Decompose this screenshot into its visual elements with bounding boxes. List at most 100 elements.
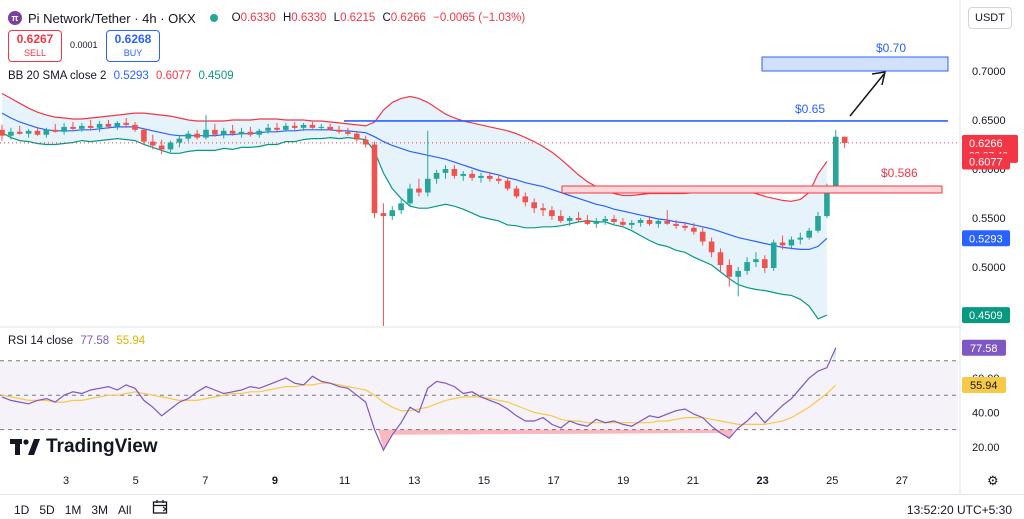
period-3m[interactable]: 3M xyxy=(91,503,109,517)
tradingview-logo: TradingView xyxy=(10,436,158,458)
candle-body xyxy=(247,131,254,135)
gear-icon[interactable]: ⚙ xyxy=(987,473,999,488)
pi-logo-icon: π xyxy=(8,11,22,25)
candle-body xyxy=(762,259,768,268)
bb-lower-value: 0.4509 xyxy=(198,70,234,82)
candle-body xyxy=(833,136,839,189)
price-tick-label: 0.5000 xyxy=(972,262,1006,274)
bb-legend-label: BB 20 SMA close 2 xyxy=(8,70,107,82)
candle-body xyxy=(637,220,644,223)
bb-tag-value: 0.6077 xyxy=(969,156,1003,168)
bb-tag-value: 0.4509 xyxy=(969,310,1003,322)
rsi-tag-box xyxy=(962,339,1006,356)
candle-body xyxy=(371,144,378,214)
period-all[interactable]: All xyxy=(118,503,132,517)
target-zone xyxy=(761,56,949,72)
candle-body xyxy=(220,130,227,135)
candle-body xyxy=(425,178,431,193)
symbol-header: π Pi Network/Tether · 4h · OKX O0.6330 H… xyxy=(8,8,525,28)
candle-body xyxy=(34,130,41,135)
candle-body xyxy=(16,131,23,134)
clock-readout: 13:52:20 UTC+5:30 xyxy=(906,503,1012,517)
target-arrow-head xyxy=(871,71,886,86)
time-tick-label: 15 xyxy=(478,475,490,487)
price-tick-label: 0.6500 xyxy=(972,115,1006,127)
candle-body xyxy=(283,125,289,130)
candle-body xyxy=(123,122,129,125)
candle-body xyxy=(87,125,94,128)
rsi-legend[interactable]: RSI 14 close 77.58 55.94 xyxy=(8,335,145,347)
candle-body xyxy=(779,242,786,246)
candle-body xyxy=(327,126,333,130)
sell-button[interactable]: 0.6267 SELL xyxy=(8,30,62,62)
candle-body xyxy=(274,127,280,130)
candle-body xyxy=(150,141,156,146)
buy-label: BUY xyxy=(123,48,143,58)
candle-body xyxy=(673,223,679,226)
ohlc-close: 0.6266 xyxy=(390,12,426,24)
candle-body xyxy=(300,124,307,128)
candle-body xyxy=(256,130,262,135)
candle-body xyxy=(141,129,147,142)
time-tick-label: 13 xyxy=(408,475,420,487)
rsi-line xyxy=(1,347,837,452)
period-1m[interactable]: 1M xyxy=(64,503,82,517)
time-tick-label: 9 xyxy=(272,475,278,487)
rsi-tick-label: 40.00 xyxy=(972,407,1000,419)
bb-tag-box xyxy=(962,153,1010,170)
buy-button[interactable]: 0.6268 BUY xyxy=(106,30,160,62)
candle-body xyxy=(841,136,848,143)
candle-body xyxy=(194,133,200,138)
candle-body xyxy=(158,145,165,150)
period-5d[interactable]: 5D xyxy=(39,503,55,517)
calendar-icon[interactable] xyxy=(152,499,170,518)
candle-body xyxy=(238,131,245,134)
symbol-title[interactable]: Pi Network/Tether · 4h · OKX xyxy=(28,10,196,26)
candle-body xyxy=(336,129,342,132)
period-1d[interactable]: 1D xyxy=(14,503,30,517)
candle-body xyxy=(407,188,413,204)
candle-body xyxy=(203,129,209,138)
candle-body xyxy=(549,210,555,217)
bb-basis-value: 0.5293 xyxy=(113,70,149,82)
candle-body xyxy=(0,129,5,136)
candle-body xyxy=(309,124,316,128)
candle-body xyxy=(620,221,626,225)
candle-body xyxy=(469,173,475,178)
bb-basis-line xyxy=(1,112,828,250)
candle-body xyxy=(52,129,58,132)
candle-body xyxy=(513,188,520,197)
time-tick-label: 19 xyxy=(617,475,629,487)
resistance-label: $0.65 xyxy=(795,102,825,116)
candle-body xyxy=(229,130,236,134)
candle-body xyxy=(744,262,750,271)
candle-body xyxy=(114,122,121,127)
candle-body xyxy=(354,133,360,140)
candle-body xyxy=(717,252,724,265)
candle-body xyxy=(566,218,573,221)
time-tick-label: 11 xyxy=(339,475,350,487)
candle-body xyxy=(176,138,183,143)
rsi-tag-box xyxy=(962,376,1006,393)
ohlc-high-key: H xyxy=(282,12,292,24)
candle-body xyxy=(398,203,404,211)
bb-legend[interactable]: BB 20 SMA close 2 0.5293 0.6077 0.4509 xyxy=(8,70,234,82)
bottom-toolbar: 1D 5D 1M 3M All 13:52:20 UTC+5:30 xyxy=(0,494,1024,519)
candle-body xyxy=(726,265,733,277)
ohlc-readout: O0.6330 H0.6330 L0.6215 C0.6266 −0.0065 … xyxy=(232,12,526,24)
candle-body xyxy=(79,125,85,129)
time-tick-label: 17 xyxy=(547,475,559,487)
candle-body xyxy=(540,208,546,211)
candle-body xyxy=(442,169,449,173)
candle-body xyxy=(185,133,192,139)
target-arrow-shaft xyxy=(849,73,885,117)
rsi-value: 77.58 xyxy=(80,335,110,347)
time-tick-label: 23 xyxy=(756,475,768,487)
candle-body xyxy=(646,220,653,224)
candle-body xyxy=(291,125,298,128)
candle-body xyxy=(522,196,529,203)
time-tick-label: 7 xyxy=(202,475,208,487)
candle-body xyxy=(558,216,564,221)
currency-selector[interactable]: USDT xyxy=(968,7,1012,29)
